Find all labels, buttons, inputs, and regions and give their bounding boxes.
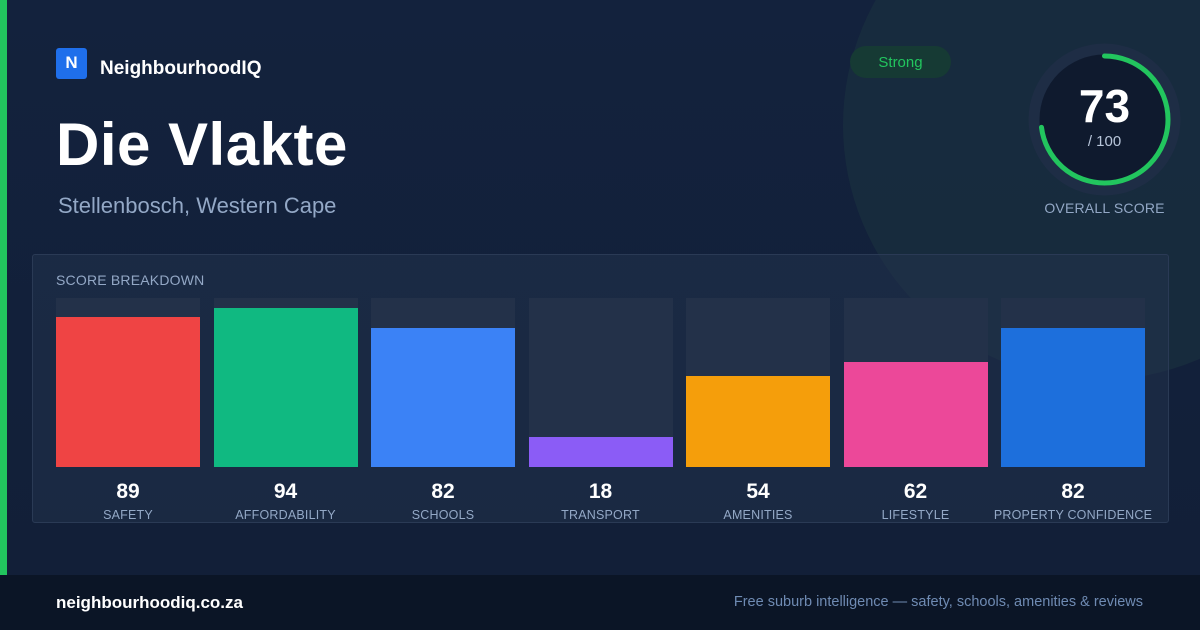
- bar-label: AFFORDABILITY: [235, 508, 336, 522]
- bar-label: TRANSPORT: [561, 508, 640, 522]
- bar-value: 82: [431, 480, 455, 503]
- overall-score-max: / 100: [1087, 133, 1122, 150]
- bar-label: PROPERTY CONFIDENCE: [993, 508, 1153, 522]
- score-bar-amenities: 54 AMENITIES: [686, 298, 830, 523]
- bar-fill: [371, 328, 515, 467]
- overall-score-value: 73: [1078, 80, 1131, 132]
- bar-value: 82: [1061, 480, 1085, 503]
- score-ring-graphic: [1028, 43, 1181, 196]
- bar-label: AMENITIES: [723, 508, 793, 522]
- bar-track: [56, 298, 200, 467]
- score-bar-property-confidence: 82 PROPERTY CONFIDENCE: [994, 298, 1152, 523]
- bar-value: 18: [588, 480, 613, 503]
- footer-tagline: Free suburb intelligence — safety, schoo…: [733, 594, 1143, 610]
- score-bar-affordability: 94 AFFORDABILITY: [213, 298, 358, 523]
- footer: neighbourhoodiq.co.za Free suburb intell…: [0, 575, 1200, 630]
- footer-domain-link[interactable]: neighbourhoodiq.co.za: [56, 593, 243, 612]
- bar-value: 94: [273, 480, 298, 503]
- bar-label: SCHOOLS: [411, 508, 475, 522]
- brand-logo-icon: N: [56, 47, 87, 79]
- score-breakdown-panel: SCORE BREAKDOWN 89 SAFETY 94 AFFORDABILITY 8…: [32, 254, 1169, 523]
- bar-value: 89: [116, 480, 140, 503]
- bar-track: [528, 298, 673, 467]
- overall-score-label: OVERALL SCORE: [1044, 200, 1165, 216]
- rating-badge: Strong: [850, 46, 951, 78]
- bar-fill: [843, 362, 988, 467]
- brand-name: NeighbourhoodIQ: [100, 58, 262, 79]
- bar-track: [1001, 298, 1145, 467]
- brand[interactable]: N NeighbourhoodIQ: [56, 46, 261, 80]
- bar-track: [371, 298, 515, 467]
- bar-fill: [1001, 328, 1145, 467]
- bar-label: SAFETY: [103, 508, 153, 522]
- share-card: N NeighbourhoodIQ Die Vlakte Stellenbosc…: [0, 0, 1200, 575]
- bar-track: [213, 298, 358, 467]
- bar-label: LIFESTYLE: [881, 508, 950, 522]
- bar-track: [686, 298, 830, 467]
- overall-score-ring: 73 / 100: [1028, 43, 1181, 196]
- breakdown-title: SCORE BREAKDOWN: [56, 272, 205, 288]
- score-ring-progress: [1038, 53, 1171, 186]
- bar-value: 54: [746, 480, 770, 503]
- score-bar-transport: 18 TRANSPORT: [528, 298, 673, 523]
- score-bar-safety: 89 SAFETY: [56, 298, 200, 523]
- bar-fill: [56, 316, 200, 467]
- score-bar-schools: 82 SCHOOLS: [371, 298, 515, 523]
- suburb-title: Die Vlakte: [56, 111, 348, 178]
- bar-fill: [528, 436, 673, 467]
- bar-value: 62: [903, 480, 928, 503]
- breakdown-bars: 89 SAFETY 94 AFFORDABILITY 82 SCHOOLS 18 TRANSP…: [56, 298, 1152, 523]
- accent-bar: [0, 0, 7, 575]
- suburb-location: Stellenbosch, Western Cape: [58, 193, 337, 218]
- bar-fill: [213, 308, 358, 467]
- bar-fill: [686, 375, 830, 467]
- score-bar-lifestyle: 62 LIFESTYLE: [843, 298, 988, 523]
- bar-track: [843, 298, 988, 467]
